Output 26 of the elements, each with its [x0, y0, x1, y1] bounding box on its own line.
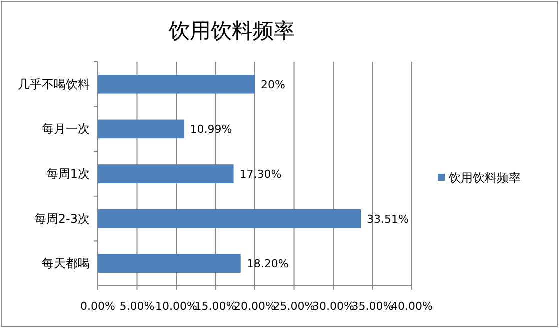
y-tick-label: 每周1次: [46, 167, 90, 181]
chart-title: 饮用饮料频率: [168, 19, 295, 43]
x-tick-label: 30.00%: [312, 300, 354, 313]
y-tick-label: 每月一次: [42, 122, 90, 136]
x-tick-label: 40.00%: [391, 300, 433, 313]
data-label: 17.30%: [240, 168, 282, 181]
legend-label: 饮用饮料频率: [448, 171, 521, 185]
x-tick-label: 10.00%: [156, 300, 198, 313]
x-tick-label: 25.00%: [273, 300, 316, 313]
bar: [98, 164, 234, 184]
x-tick-label: 20.00%: [234, 300, 276, 313]
x-tick-label: 5.00%: [120, 300, 155, 313]
bar: [98, 120, 184, 139]
x-tick-label: 0.00%: [80, 300, 116, 313]
bar: [98, 74, 255, 94]
data-label: 20%: [261, 78, 286, 92]
data-label: 18.20%: [246, 258, 289, 271]
y-tick-label: 每周2-3次: [34, 212, 90, 226]
data-label: 33.51%: [367, 212, 410, 226]
y-tick-label: 几乎不喝饮料: [18, 77, 90, 92]
bar: [98, 254, 241, 274]
bar: [98, 209, 362, 228]
data-label: 10.99%: [190, 123, 232, 136]
x-tick-label: 15.00%: [194, 300, 237, 313]
y-tick-label: 每天都喝: [42, 256, 90, 271]
x-tick-label: 35.00%: [352, 300, 394, 313]
